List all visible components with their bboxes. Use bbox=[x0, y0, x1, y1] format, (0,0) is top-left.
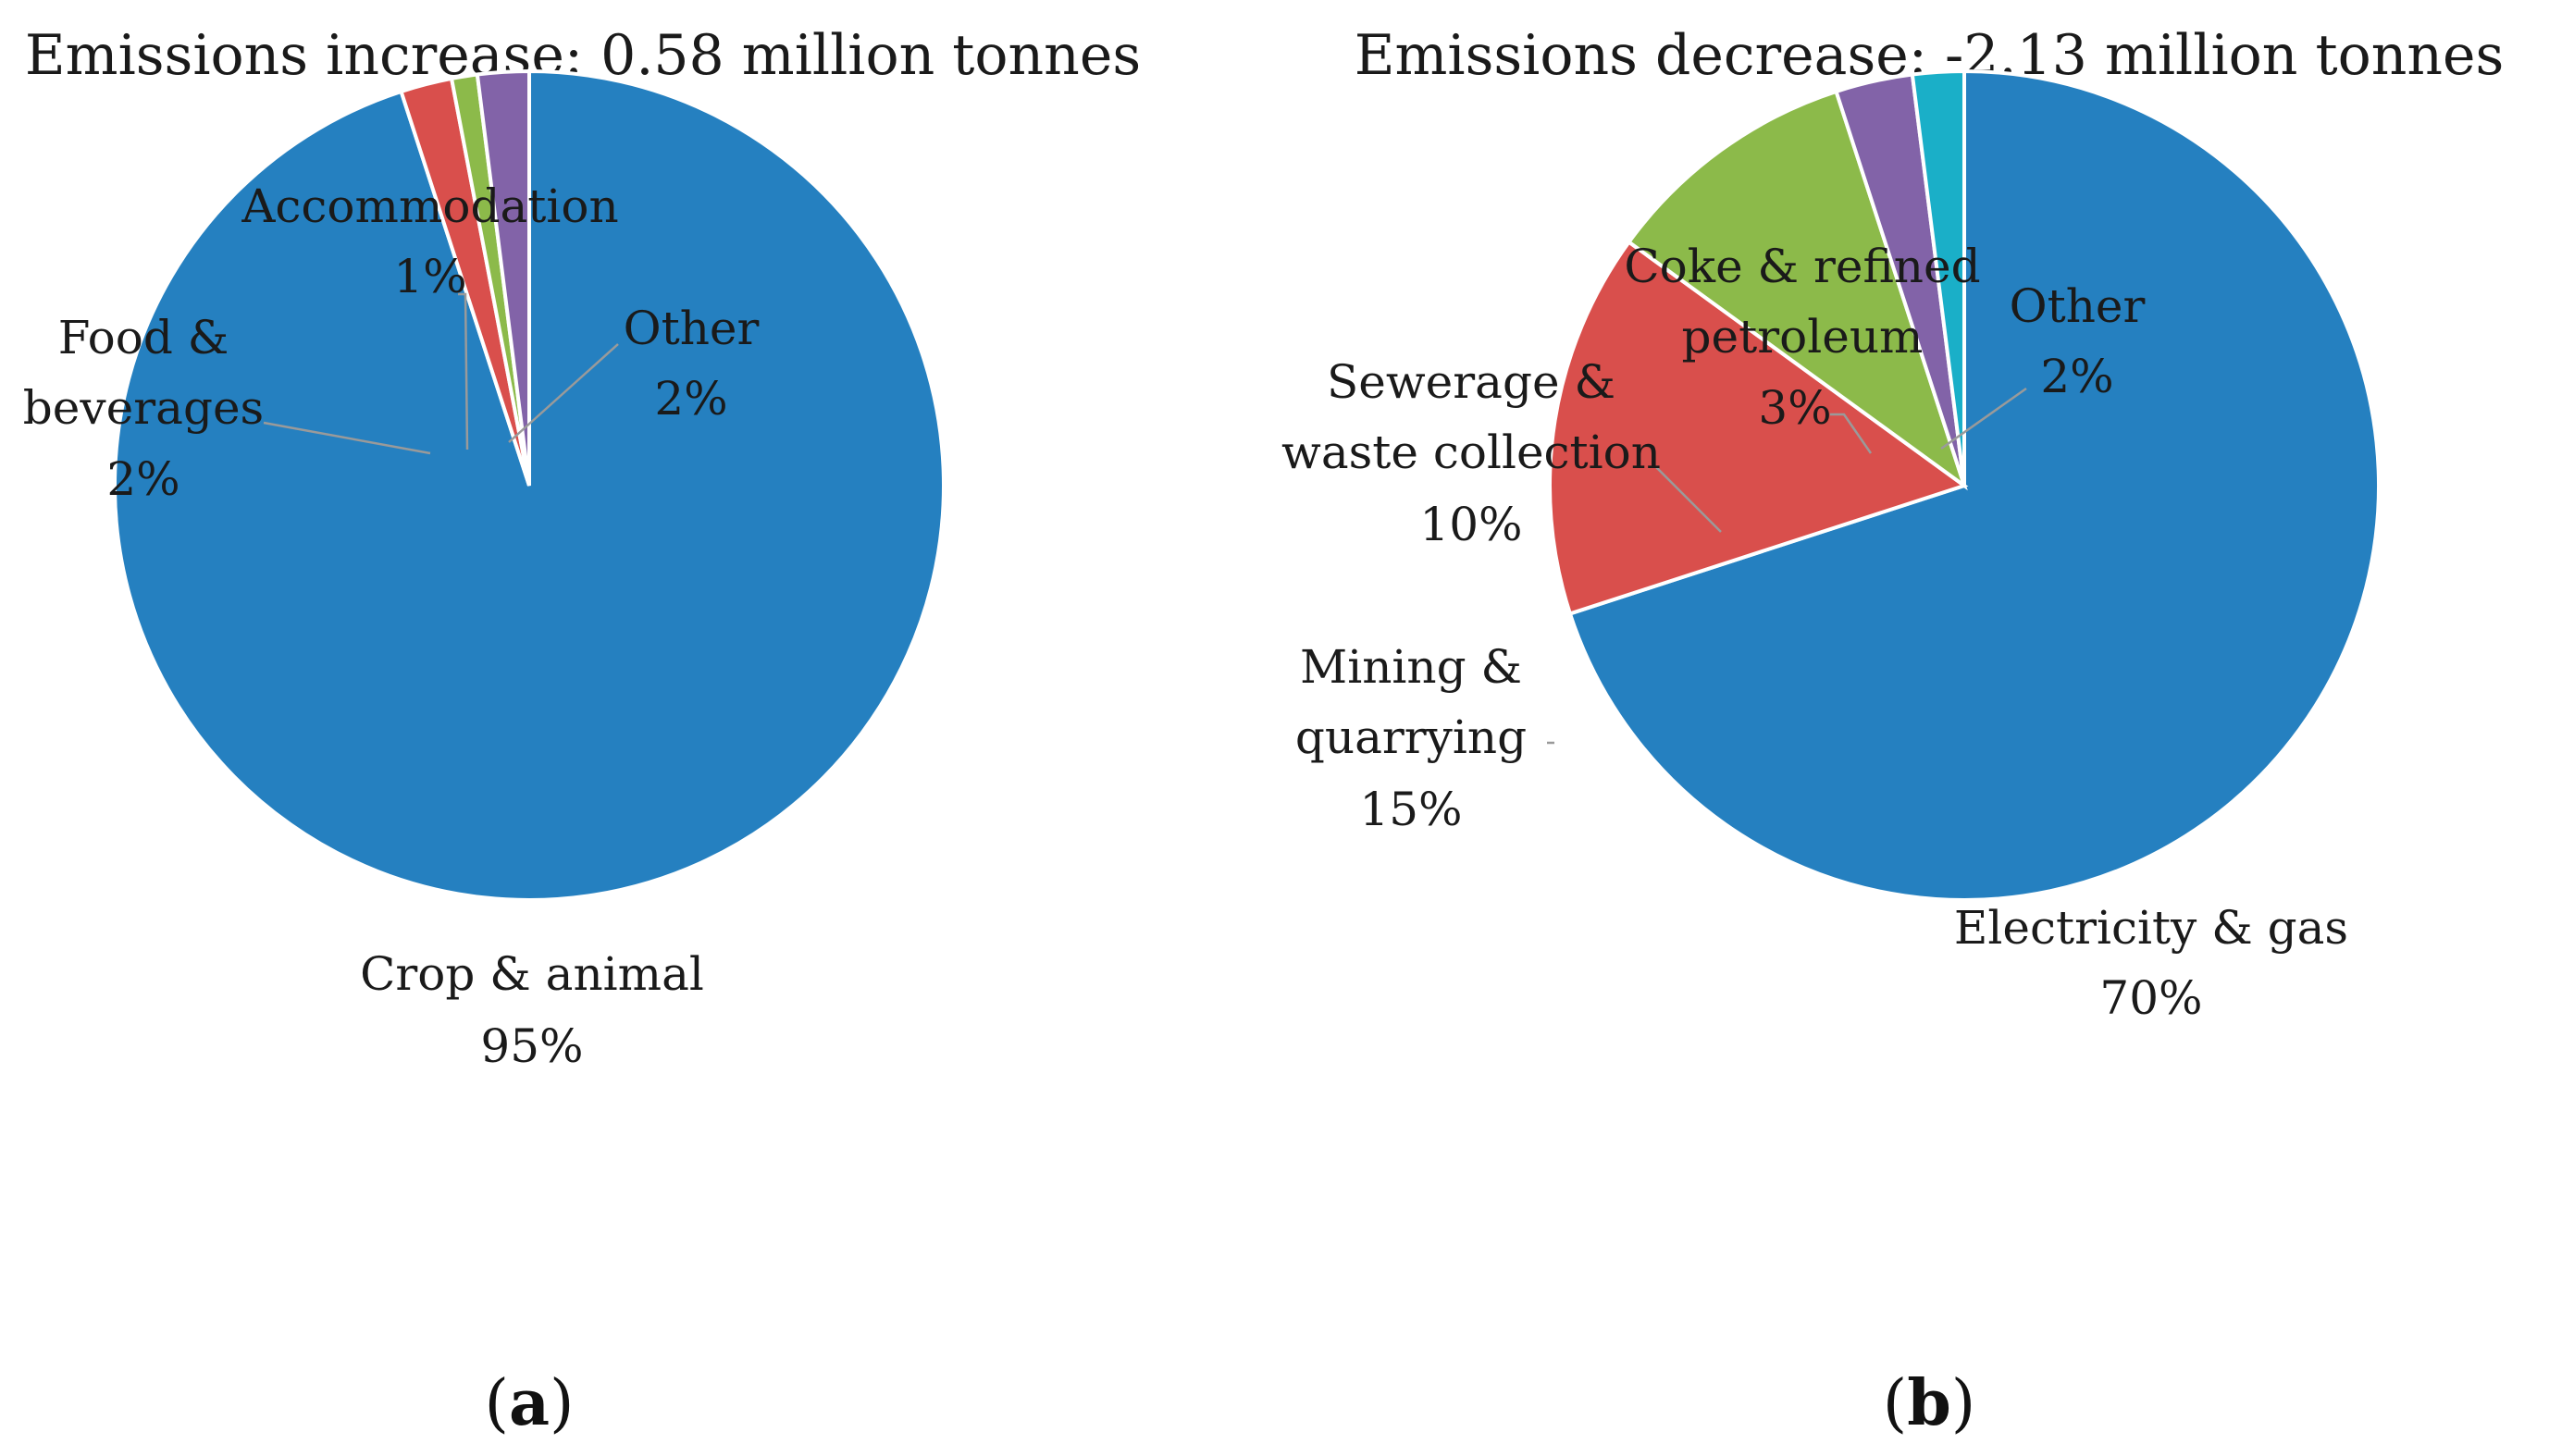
slice-label-coke-line1: Coke & refined bbox=[1624, 240, 1980, 293]
slice-pct-food-beverages: 2% bbox=[106, 452, 179, 506]
slice-pct-accommodation: 1% bbox=[393, 250, 466, 303]
panel-a: Emissions increase: 0.58 million tonnes … bbox=[23, 23, 1141, 1440]
slice-pct-other-b: 2% bbox=[2040, 350, 2113, 403]
pie-slice-mining-quarrying bbox=[1548, 239, 1969, 616]
leader-line-food-beverages bbox=[263, 421, 431, 455]
pie-slice-other bbox=[1910, 68, 1966, 487]
slice-pct-coke: 3% bbox=[1758, 381, 1831, 435]
panel-b-letter: (b) bbox=[1883, 1366, 1976, 1440]
pie-slice-other bbox=[475, 68, 531, 487]
leader-line-other-b bbox=[1940, 387, 2027, 450]
leaders-a bbox=[263, 292, 619, 455]
slice-pct-other-a: 2% bbox=[654, 372, 727, 426]
panel-a-letter: (a) bbox=[484, 1366, 574, 1440]
slice-label-electricity-gas: Electricity & gas bbox=[1954, 901, 2348, 955]
slice-label-coke-line2: petroleum bbox=[1682, 310, 1924, 364]
slice-label-other-a: Other bbox=[624, 302, 760, 355]
leader-line-coke bbox=[1830, 413, 1873, 454]
slice-label-food-beverages-line1: Food & bbox=[58, 311, 229, 364]
slice-pct-sewerage: 10% bbox=[1419, 498, 1522, 551]
slice-pct-crop-animal: 95% bbox=[480, 1019, 583, 1073]
slice-label-mining-line2: quarrying bbox=[1295, 710, 1527, 764]
slice-pct-electricity-gas: 70% bbox=[2099, 971, 2202, 1025]
slice-label-food-beverages-line2: beverages bbox=[23, 381, 264, 435]
pie-a bbox=[113, 68, 946, 902]
pie-slice-electricity-gas bbox=[1567, 68, 2382, 902]
pie-b bbox=[1548, 68, 2382, 902]
leader-line-accommodation bbox=[458, 292, 469, 450]
panel-b: Emissions decrease: -2.13 million tonnes… bbox=[1281, 23, 2504, 1440]
leaders-b bbox=[1547, 387, 2027, 745]
slice-label-mining-line1: Mining & bbox=[1300, 640, 1522, 694]
slice-label-sewerage-line1: Sewerage & bbox=[1327, 355, 1615, 409]
pie-slice-sewerage-waste-collection bbox=[1626, 89, 1968, 491]
slice-label-other-b: Other bbox=[2010, 279, 2146, 333]
slice-pct-mining: 15% bbox=[1359, 783, 1462, 836]
slice-label-crop-animal: Crop & animal bbox=[360, 947, 704, 1001]
leader-line-other-a bbox=[508, 343, 619, 443]
slice-label-accommodation: Accommodation bbox=[241, 179, 618, 233]
slice-label-sewerage-line2: waste collection bbox=[1281, 426, 1661, 479]
leader-line-sewerage bbox=[1655, 466, 1722, 533]
